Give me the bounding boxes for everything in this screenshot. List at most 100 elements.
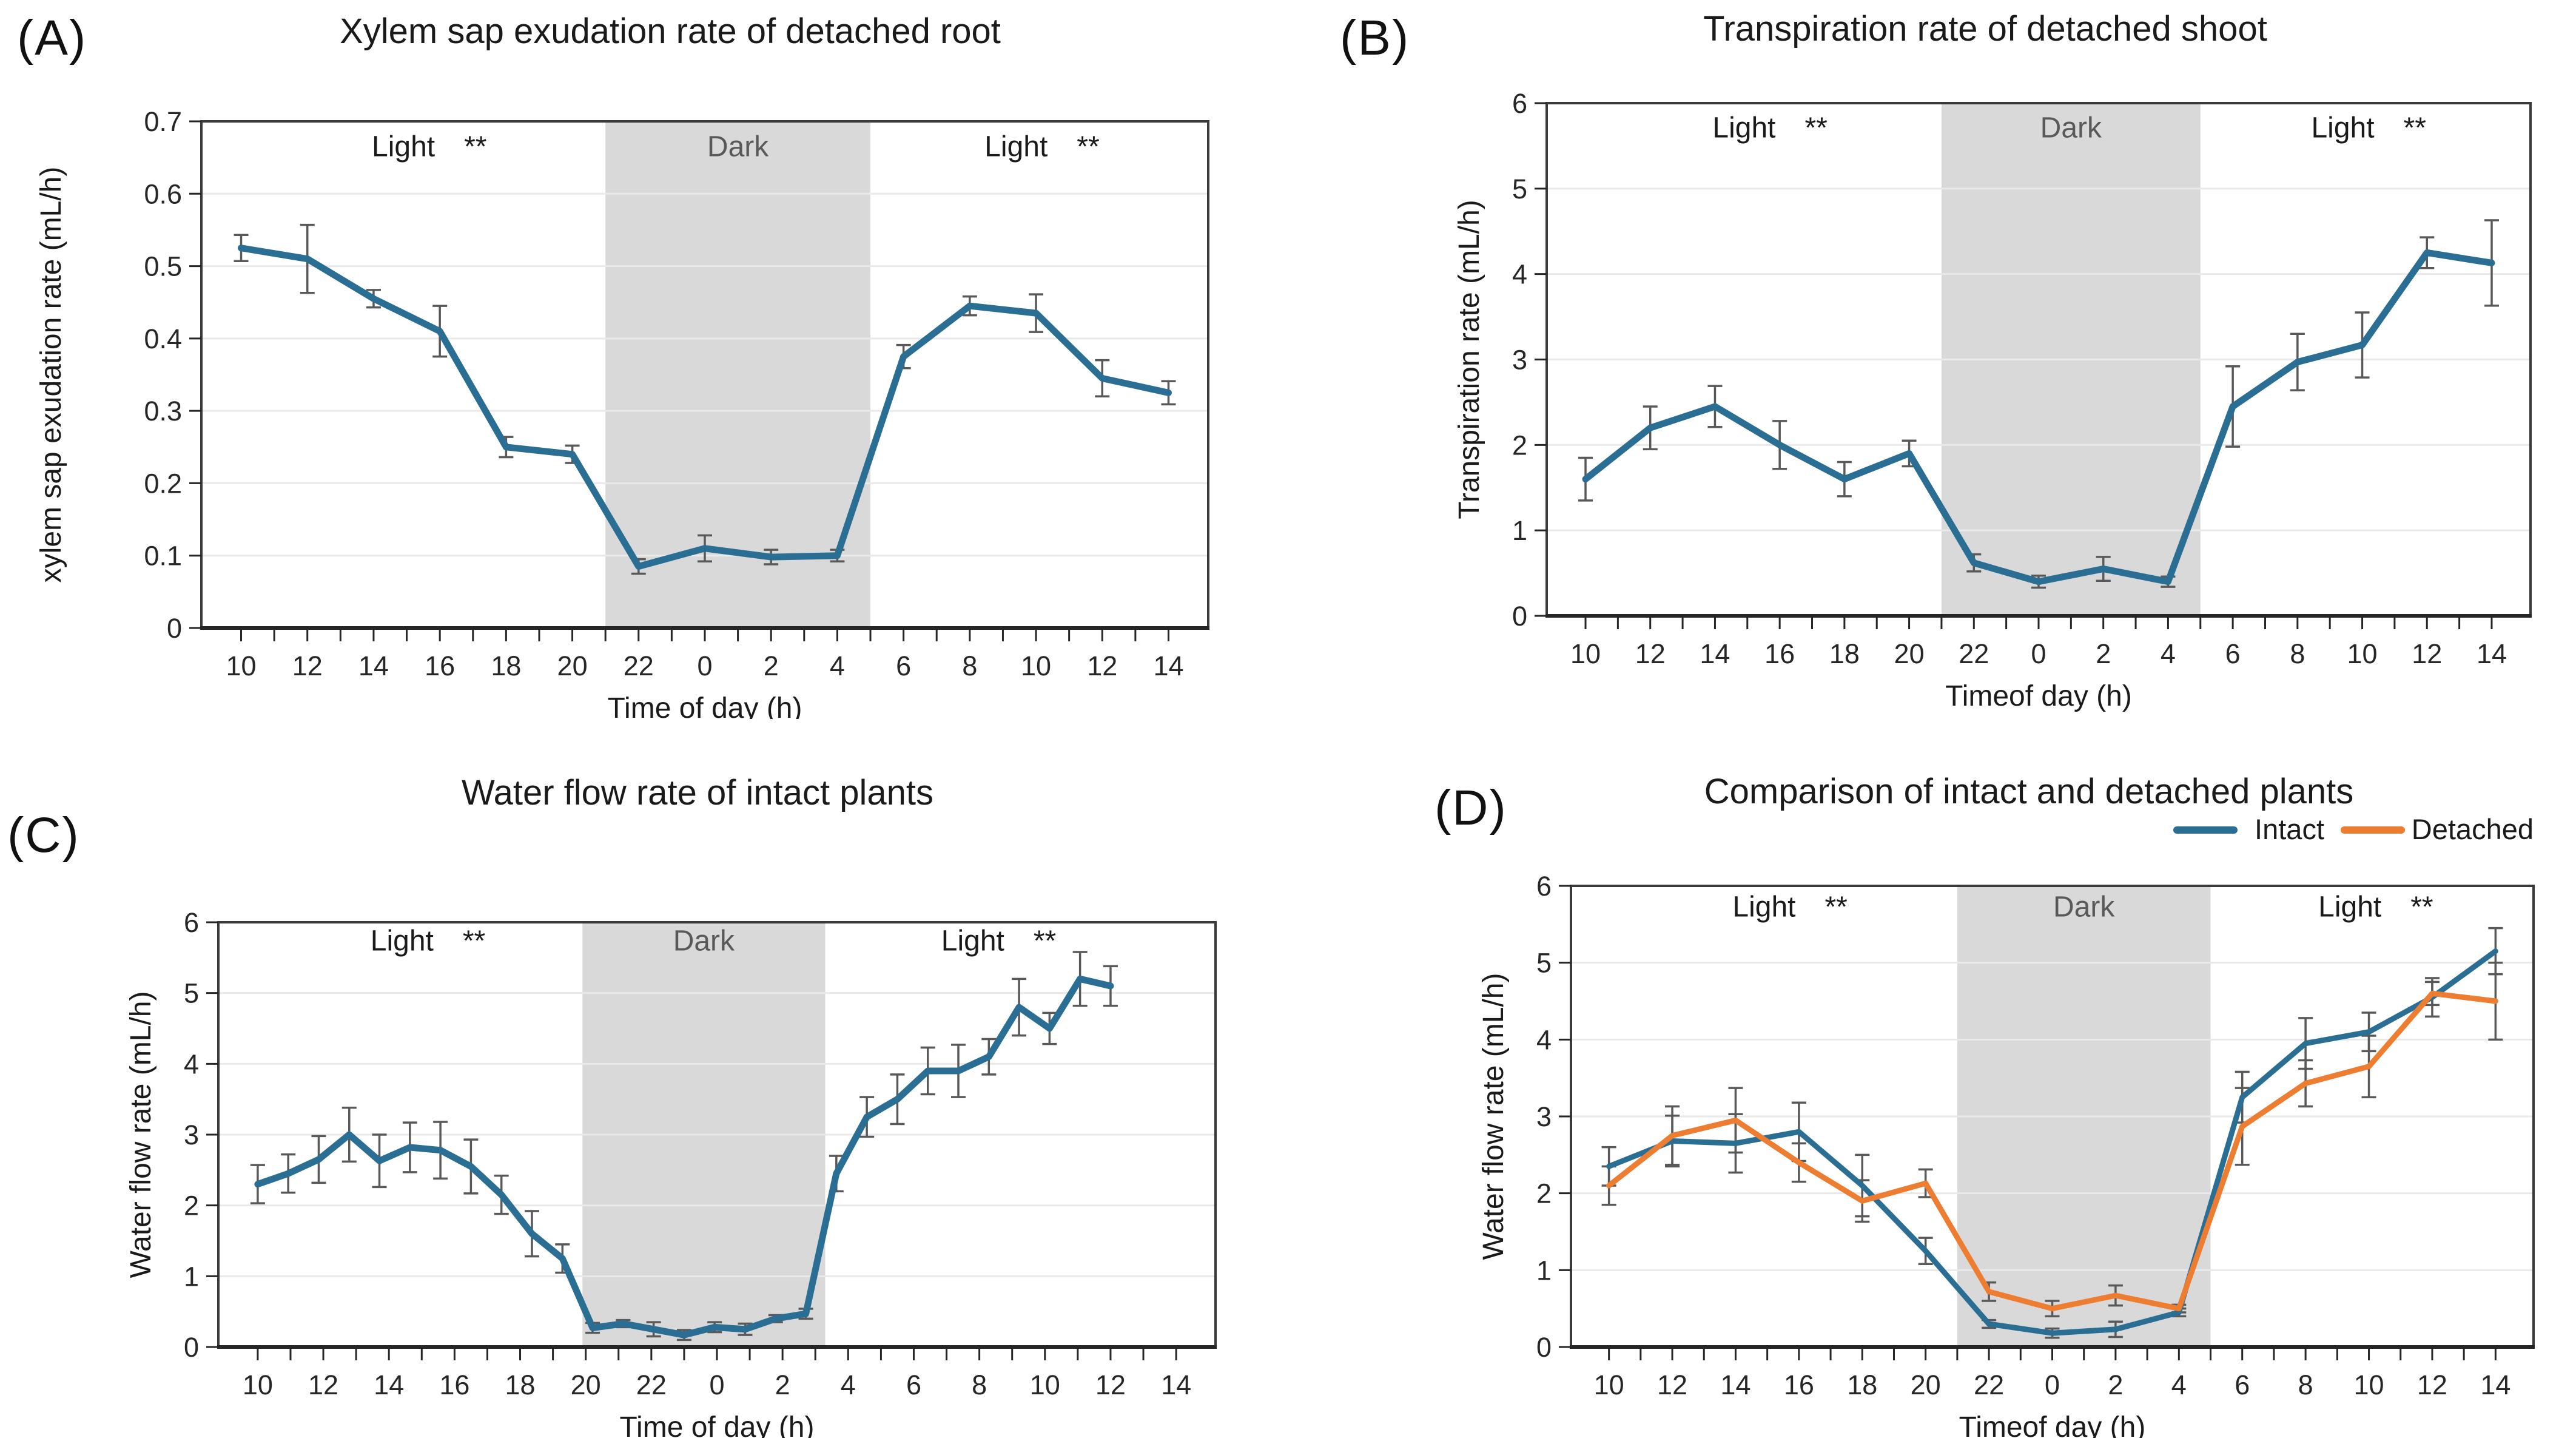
y-tick-label: 1 [184,1261,199,1292]
light-annotation: Light [984,130,1048,163]
panel-B: (B) Transpiration rate of detached shoot… [1288,0,2576,719]
y-tick-label: 2 [1512,430,1527,461]
y-tick-label: 0 [167,613,182,644]
x-tick-label: 12 [2417,1369,2447,1400]
x-tick-label: 14 [374,1369,404,1400]
x-tick-label: 4 [841,1369,856,1400]
series-line-detached-root [238,245,1172,570]
significance-stars: ** [1034,925,1056,957]
x-tick-label: 0 [709,1369,724,1400]
dark-annotation: Dark [673,925,735,957]
series-line-intact [1606,948,2498,1336]
light-annotation: Light [1732,891,1795,923]
y-tick-label: 0 [1536,1332,1552,1363]
light-annotation: Light [2318,891,2381,923]
series-line-intact-plants [254,975,1114,1338]
x-tick-label: 2 [2108,1369,2123,1400]
y-tick-label: 0 [1512,601,1527,632]
significance-stars: ** [2410,891,2433,923]
y-tick-label: 3 [1536,1101,1552,1132]
y-axis-title: xylem sap exudation rate (mL/h) [35,167,67,583]
panel-letter-D: (D) [1434,780,1507,835]
panel-letter-A: (A) [17,10,87,66]
x-axis-title: Time of day (h) [620,1411,815,1438]
x-tick-label: 22 [1974,1369,2004,1400]
light-annotation: Light [1712,112,1775,144]
significance-stars: ** [464,130,486,163]
y-tick-label: 0 [184,1332,199,1363]
y-tick-label: 2 [184,1190,199,1221]
significance-stars: ** [463,925,485,957]
x-tick-label: 12 [1635,638,1666,669]
x-tick-label: 8 [2290,638,2305,669]
light-annotation: Light [941,925,1004,957]
x-tick-label: 2 [2096,638,2111,669]
x-tick-label: 14 [1720,1369,1750,1400]
x-tick-label: 4 [2161,638,2176,669]
x-tick-label: 20 [1911,1369,1941,1400]
x-tick-label: 2 [764,650,779,681]
x-tick-label: 12 [292,650,323,681]
x-tick-label: 10 [1570,638,1601,669]
x-tick-label: 22 [624,650,654,681]
x-tick-label: 18 [491,650,521,681]
x-tick-label: 10 [1021,650,1051,681]
significance-stars: ** [1077,130,1099,163]
panel-title-A: Xylem sap exudation rate of detached roo… [340,12,1001,51]
y-tick-label: 3 [1512,345,1527,376]
x-tick-label: 14 [2480,1369,2510,1400]
series-line-detached [1606,990,2498,1312]
x-tick-label: 10 [1030,1369,1060,1400]
panel-title-B: Transpiration rate of detached shoot [1703,9,2267,49]
x-tick-label: 8 [972,1369,987,1400]
x-tick-label: 16 [439,1369,469,1400]
x-tick-label: 12 [2412,638,2442,669]
y-axis-title: Transpiration rate (mL/h) [1453,200,1485,519]
y-tick-label: 0.2 [144,468,182,499]
y-tick-label: 0.5 [144,251,182,282]
y-tick-label: 5 [1512,174,1527,204]
x-tick-label: 10 [243,1369,273,1400]
x-tick-label: 20 [557,650,588,681]
panel-A: (A) Xylem sap exudation rate of detached… [0,0,1288,719]
x-tick-label: 16 [425,650,455,681]
x-tick-label: 2 [775,1369,790,1400]
y-tick-label: 4 [1536,1024,1552,1055]
x-tick-label: 6 [896,650,911,681]
x-tick-label: 20 [571,1369,601,1400]
x-tick-label: 6 [2235,1369,2250,1400]
x-tick-label: 6 [2225,638,2241,669]
x-tick-label: 8 [2298,1369,2313,1400]
x-axis-title: Timeof day (h) [1945,680,2132,712]
x-tick-label: 14 [2477,638,2507,669]
light-annotation: Light [372,130,435,163]
y-axis-title: Water flow rate (mL/h) [125,991,157,1278]
x-tick-label: 12 [1095,1369,1126,1400]
x-tick-label: 0 [2045,1369,2060,1400]
x-tick-label: 16 [1764,638,1795,669]
significance-stars: ** [1824,891,1847,923]
panel-D: (D) Comparison of intact and detached pl… [1288,719,2576,1438]
y-tick-label: 4 [184,1048,199,1079]
significance-stars: ** [1804,112,1827,144]
y-tick-label: 5 [184,978,199,1009]
significance-stars: ** [2404,112,2426,144]
dark-annotation: Dark [2040,112,2102,144]
y-tick-label: 0.6 [144,178,182,209]
x-axis-title: Time of day (h) [608,692,802,719]
x-tick-label: 12 [308,1369,338,1400]
x-tick-label: 4 [2171,1369,2187,1400]
y-tick-label: 2 [1536,1178,1552,1209]
x-tick-label: 14 [1161,1369,1191,1400]
legend-label-detached: Detached [2412,813,2534,845]
x-tick-label: 8 [962,650,977,681]
x-tick-label: 6 [906,1369,921,1400]
x-tick-label: 22 [636,1369,667,1400]
y-tick-label: 6 [1536,871,1552,902]
y-tick-label: 5 [1536,948,1552,979]
dark-period-band [605,121,871,628]
x-tick-label: 10 [2347,638,2378,669]
